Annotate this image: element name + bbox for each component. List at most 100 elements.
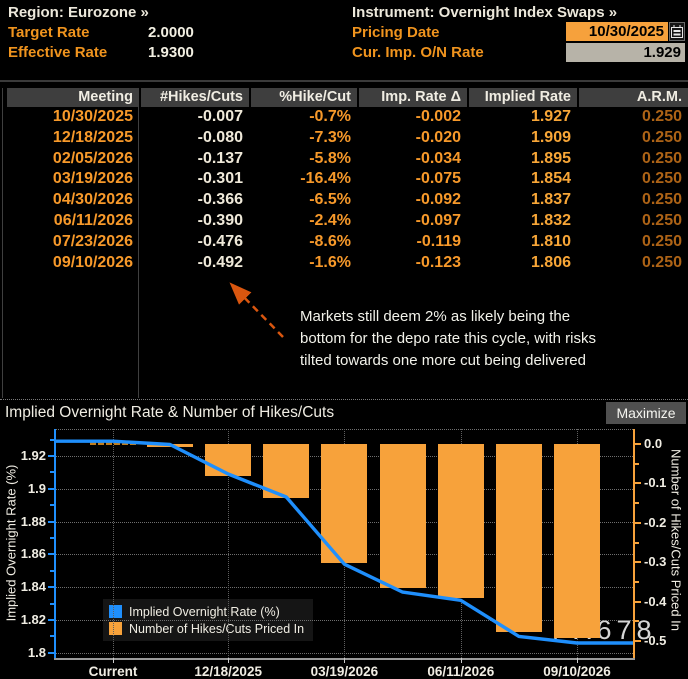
meetings-table: 10/30/2025 -0.007 -0.7% -0.002 1.927 0.250 12/… bbox=[0, 107, 688, 273]
table-cell[interactable]: 1.832 bbox=[530, 211, 571, 229]
column-header[interactable]: A.R.M. bbox=[577, 88, 688, 107]
table-cell[interactable]: 07/23/2026 bbox=[52, 232, 133, 250]
table-cell[interactable]: -0.097 bbox=[415, 211, 461, 229]
annotation-text: Markets still deem 2% as likely being th… bbox=[300, 308, 596, 369]
table-cell[interactable]: 1.810 bbox=[530, 232, 571, 250]
x-axis-tick-label: 12/18/2025 bbox=[194, 664, 262, 679]
right-axis-spine bbox=[633, 429, 635, 658]
right-axis-tick-label: -0.1 bbox=[644, 475, 667, 491]
table-cell[interactable]: -0.002 bbox=[415, 108, 461, 125]
table-cell[interactable]: 0.250 bbox=[641, 108, 682, 125]
column-header[interactable]: Imp. Rate Δ bbox=[357, 88, 467, 107]
instrument-selector[interactable]: Instrument: Overnight Index Swaps » bbox=[352, 4, 618, 21]
pricing-date-input[interactable] bbox=[566, 22, 668, 41]
table-cell[interactable]: -0.092 bbox=[415, 191, 461, 209]
table-left-border bbox=[2, 88, 3, 398]
left-axis-tick bbox=[48, 619, 54, 621]
table-cell[interactable]: 0.250 bbox=[641, 149, 682, 167]
right-axis-tick bbox=[635, 482, 641, 485]
table-cell[interactable]: 1.895 bbox=[530, 149, 571, 167]
target-rate-label: Target Rate bbox=[8, 24, 90, 41]
table-cell[interactable]: 09/10/2026 bbox=[52, 253, 133, 271]
table-cell[interactable]: -2.4% bbox=[309, 211, 351, 229]
left-axis-tick bbox=[48, 455, 54, 457]
left-axis-minor-tick bbox=[50, 537, 54, 539]
cur-imp-rate-field[interactable] bbox=[566, 43, 685, 62]
table-cell[interactable]: -0.119 bbox=[416, 232, 461, 250]
table-cell[interactable]: -0.007 bbox=[197, 108, 243, 125]
column-header[interactable]: %Hike/Cut bbox=[249, 88, 357, 107]
table-cell[interactable]: 0.250 bbox=[641, 253, 682, 271]
right-axis-tick bbox=[635, 561, 641, 564]
x-axis-tick-label: Current bbox=[88, 664, 138, 679]
table-cell[interactable]: -0.080 bbox=[197, 128, 243, 146]
table-cell[interactable]: 0.250 bbox=[641, 170, 682, 188]
legend-label-line: Implied Overnight Rate (%) bbox=[129, 604, 280, 619]
table-cell[interactable]: -0.7% bbox=[309, 108, 351, 125]
table-cell[interactable]: 0.250 bbox=[641, 232, 682, 250]
legend-swatch-line-icon bbox=[109, 605, 122, 618]
right-axis-minor-tick bbox=[635, 502, 639, 505]
table-cell[interactable]: 1.927 bbox=[530, 108, 571, 125]
left-axis-spine bbox=[54, 429, 56, 658]
left-axis-tick bbox=[48, 487, 54, 490]
table-cell[interactable]: -0.123 bbox=[415, 253, 461, 271]
table-cell[interactable]: 1.837 bbox=[530, 191, 571, 209]
table-cell[interactable]: 06/11/2026 bbox=[53, 211, 133, 229]
section-divider bbox=[0, 80, 688, 82]
table-cell[interactable]: -0.301 bbox=[197, 170, 243, 188]
table-column-divider bbox=[138, 88, 139, 398]
table-cell[interactable]: 1.854 bbox=[530, 170, 571, 188]
right-axis-tick-label: -0.3 bbox=[644, 554, 667, 570]
region-selector[interactable]: Region: Eurozone » bbox=[8, 4, 149, 21]
table-cell[interactable]: -0.075 bbox=[415, 170, 461, 188]
table-cell[interactable]: -6.5% bbox=[309, 191, 351, 209]
right-axis-tick bbox=[635, 640, 641, 642]
legend-swatch-bar-icon bbox=[109, 622, 122, 635]
table-cell[interactable]: -0.390 bbox=[197, 211, 243, 229]
effective-rate-value: 1.9300 bbox=[148, 44, 194, 61]
bar-hikes-cuts bbox=[437, 444, 484, 598]
bar-hikes-cuts bbox=[147, 444, 193, 447]
table-cell[interactable]: -0.020 bbox=[415, 128, 461, 146]
maximize-button[interactable]: Maximize bbox=[606, 402, 686, 424]
table-cell[interactable]: 04/30/2026 bbox=[52, 191, 133, 209]
bar-hikes-cuts bbox=[263, 444, 310, 498]
right-axis-minor-tick bbox=[635, 462, 639, 465]
x-axis-tick-label: 06/11/2026 bbox=[427, 664, 495, 679]
column-header[interactable]: #Hikes/Cuts bbox=[139, 88, 249, 107]
table-cell[interactable]: 02/05/2026 bbox=[52, 149, 133, 167]
table-cell[interactable]: 03/19/2026 bbox=[52, 170, 133, 188]
table-cell[interactable]: -5.8% bbox=[309, 149, 351, 167]
effective-rate-label: Effective Rate bbox=[8, 44, 108, 61]
table-cell[interactable]: -0.476 bbox=[197, 232, 243, 250]
table-cell[interactable]: -8.6% bbox=[309, 232, 351, 250]
table-cell[interactable]: 0.250 bbox=[641, 128, 682, 146]
table-cell[interactable]: -0.137 bbox=[197, 149, 243, 167]
column-header[interactable]: Meeting bbox=[0, 88, 139, 107]
table-cell[interactable]: -7.3% bbox=[309, 128, 351, 146]
left-axis-tick-label: 1.88 bbox=[20, 513, 46, 529]
table-cell[interactable]: 1.909 bbox=[530, 128, 571, 146]
table-cell[interactable]: 0.250 bbox=[641, 191, 682, 209]
table-cell[interactable]: -0.492 bbox=[197, 253, 243, 271]
target-rate-value: 2.0000 bbox=[148, 24, 194, 41]
right-axis-minor-tick bbox=[635, 620, 639, 623]
chart-section-divider bbox=[0, 399, 688, 400]
left-axis-minor-tick bbox=[50, 602, 54, 605]
table-cell[interactable]: -0.366 bbox=[197, 191, 243, 209]
bar-hikes-cuts bbox=[321, 444, 368, 563]
calendar-button[interactable] bbox=[669, 22, 685, 41]
left-axis-tick-label: 1.82 bbox=[20, 612, 46, 627]
table-cell[interactable]: 1.806 bbox=[530, 253, 571, 271]
left-axis-tick-label: 1.8 bbox=[27, 644, 46, 660]
table-cell[interactable]: 10/30/2025 bbox=[52, 108, 133, 125]
table-cell[interactable]: -1.6% bbox=[309, 253, 351, 271]
bar-hikes-cuts bbox=[554, 444, 600, 638]
left-axis-tick-label: 1.9 bbox=[27, 480, 46, 496]
table-cell[interactable]: 12/18/2025 bbox=[52, 128, 133, 146]
table-cell[interactable]: -16.4% bbox=[300, 170, 351, 188]
table-cell[interactable]: 0.250 bbox=[641, 211, 682, 229]
column-header[interactable]: Implied Rate bbox=[467, 88, 577, 107]
table-cell[interactable]: -0.034 bbox=[415, 149, 461, 167]
